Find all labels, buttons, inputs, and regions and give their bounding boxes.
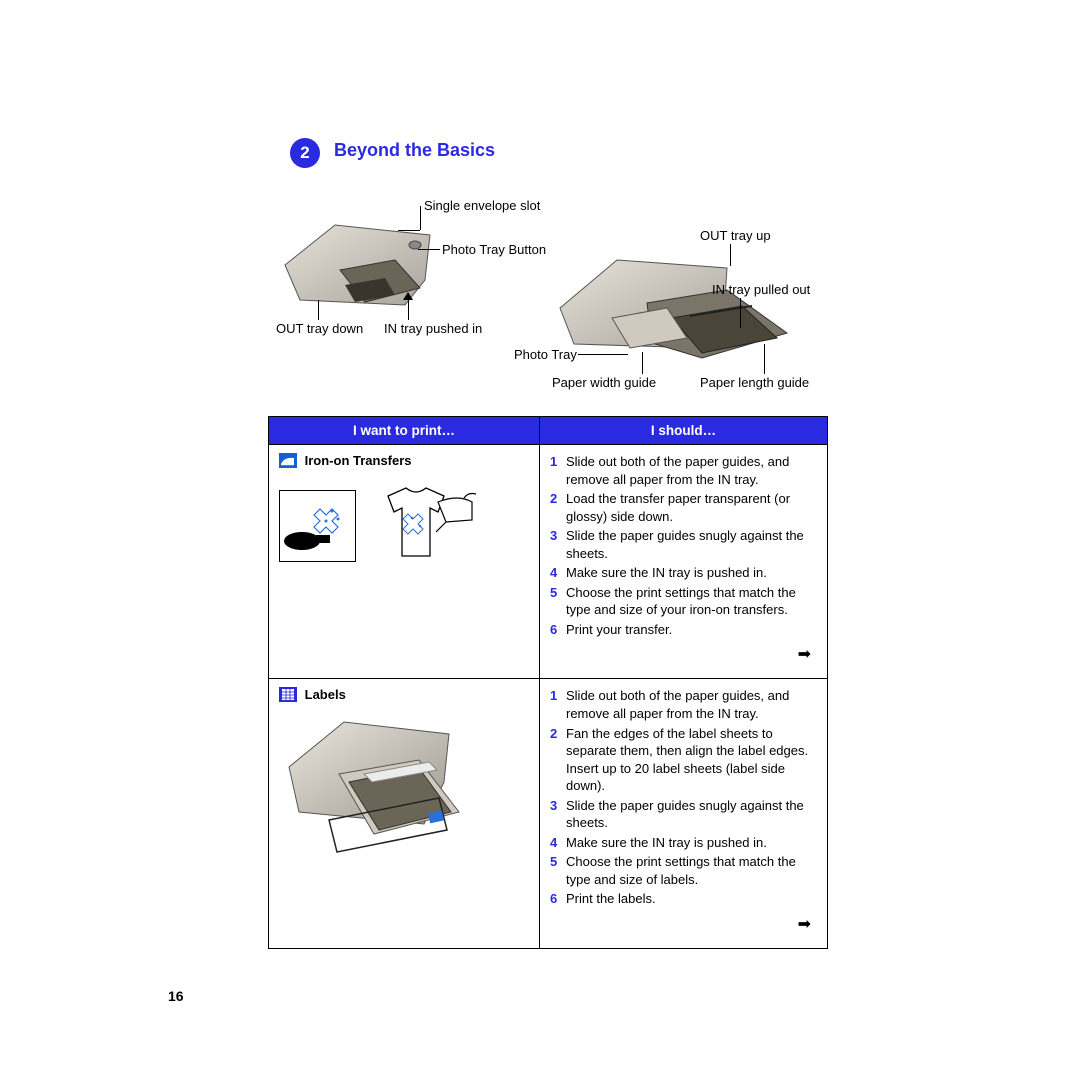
table-header-left: I want to print… xyxy=(269,417,540,445)
cell-iron-on-right: 1Slide out both of the paper guides, and… xyxy=(540,445,828,679)
callout-paper-width-guide: Paper width guide xyxy=(552,375,656,390)
callout-out-tray-down: OUT tray down xyxy=(276,321,363,336)
callout-photo-tray-button: Photo Tray Button xyxy=(442,242,546,257)
callout-in-tray-pushed-in: IN tray pushed in xyxy=(384,321,482,336)
step-text: Slide the paper guides snugly against th… xyxy=(566,528,804,561)
callout-paper-length-guide: Paper length guide xyxy=(700,375,809,390)
page-number: 16 xyxy=(168,988,184,1004)
leader-line xyxy=(318,300,319,320)
leader-line xyxy=(730,244,731,266)
leader-line xyxy=(408,298,409,320)
step-text: Choose the print settings that match the… xyxy=(566,854,796,887)
leader-line xyxy=(398,230,420,231)
step-text: Print the labels. xyxy=(566,891,656,906)
callout-out-tray-up: OUT tray up xyxy=(700,228,771,243)
print-instructions-table: I want to print… I should… Iron-on Trans… xyxy=(268,416,828,949)
table-row: Labels xyxy=(269,679,828,949)
callout-photo-tray: Photo Tray xyxy=(514,347,577,362)
step-text: Choose the print settings that match the… xyxy=(566,585,796,618)
step-text: Fan the edges of the label sheets to sep… xyxy=(566,726,808,794)
callout-single-envelope-slot: Single envelope slot xyxy=(424,198,540,213)
steps-iron-on: 1Slide out both of the paper guides, and… xyxy=(550,453,817,638)
arrowhead-icon xyxy=(403,292,413,300)
leader-line xyxy=(642,352,643,374)
continue-arrow-icon: ➡ xyxy=(550,914,817,934)
row-title-labels: Labels xyxy=(305,687,346,702)
leader-line xyxy=(740,298,741,328)
table-row: Iron-on Transfers xyxy=(269,445,828,679)
iron-on-icon xyxy=(279,453,297,468)
step-text: Slide the paper guides snugly against th… xyxy=(566,798,804,831)
leader-line xyxy=(764,344,765,374)
step-text: Print your transfer. xyxy=(566,622,672,637)
tshirt-illustration xyxy=(368,484,488,569)
cell-iron-on-left: Iron-on Transfers xyxy=(269,445,540,679)
printer-diagram-right xyxy=(552,248,797,378)
step-text: Slide out both of the paper guides, and … xyxy=(566,688,789,721)
chapter-number-badge: 2 xyxy=(290,138,320,168)
row-title-iron-on: Iron-on Transfers xyxy=(305,453,412,468)
leader-line xyxy=(418,249,440,250)
step-text: Make sure the IN tray is pushed in. xyxy=(566,835,767,850)
chapter-title: Beyond the Basics xyxy=(334,140,495,161)
chapter-number: 2 xyxy=(300,143,309,163)
step-text: Slide out both of the paper guides, and … xyxy=(566,454,789,487)
table-header-right: I should… xyxy=(540,417,828,445)
step-text: Load the transfer paper transparent (or … xyxy=(566,491,790,524)
step-text: Make sure the IN tray is pushed in. xyxy=(566,565,767,580)
callout-in-tray-pulled-out: IN tray pulled out xyxy=(712,282,810,297)
iron-on-box-illustration xyxy=(279,490,356,562)
leader-line xyxy=(420,206,421,230)
leader-line xyxy=(578,354,628,355)
manual-page: 2 Beyond the Basics xyxy=(0,0,1080,1080)
labels-printer-illustration xyxy=(279,712,479,862)
steps-labels: 1Slide out both of the paper guides, and… xyxy=(550,687,817,908)
cell-labels-right: 1Slide out both of the paper guides, and… xyxy=(540,679,828,949)
cell-labels-left: Labels xyxy=(269,679,540,949)
labels-icon xyxy=(279,687,297,702)
continue-arrow-icon: ➡ xyxy=(550,644,817,664)
